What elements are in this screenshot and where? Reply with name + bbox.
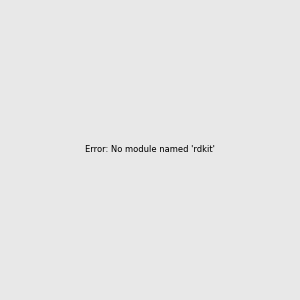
Text: Error: No module named 'rdkit': Error: No module named 'rdkit' [85,146,215,154]
